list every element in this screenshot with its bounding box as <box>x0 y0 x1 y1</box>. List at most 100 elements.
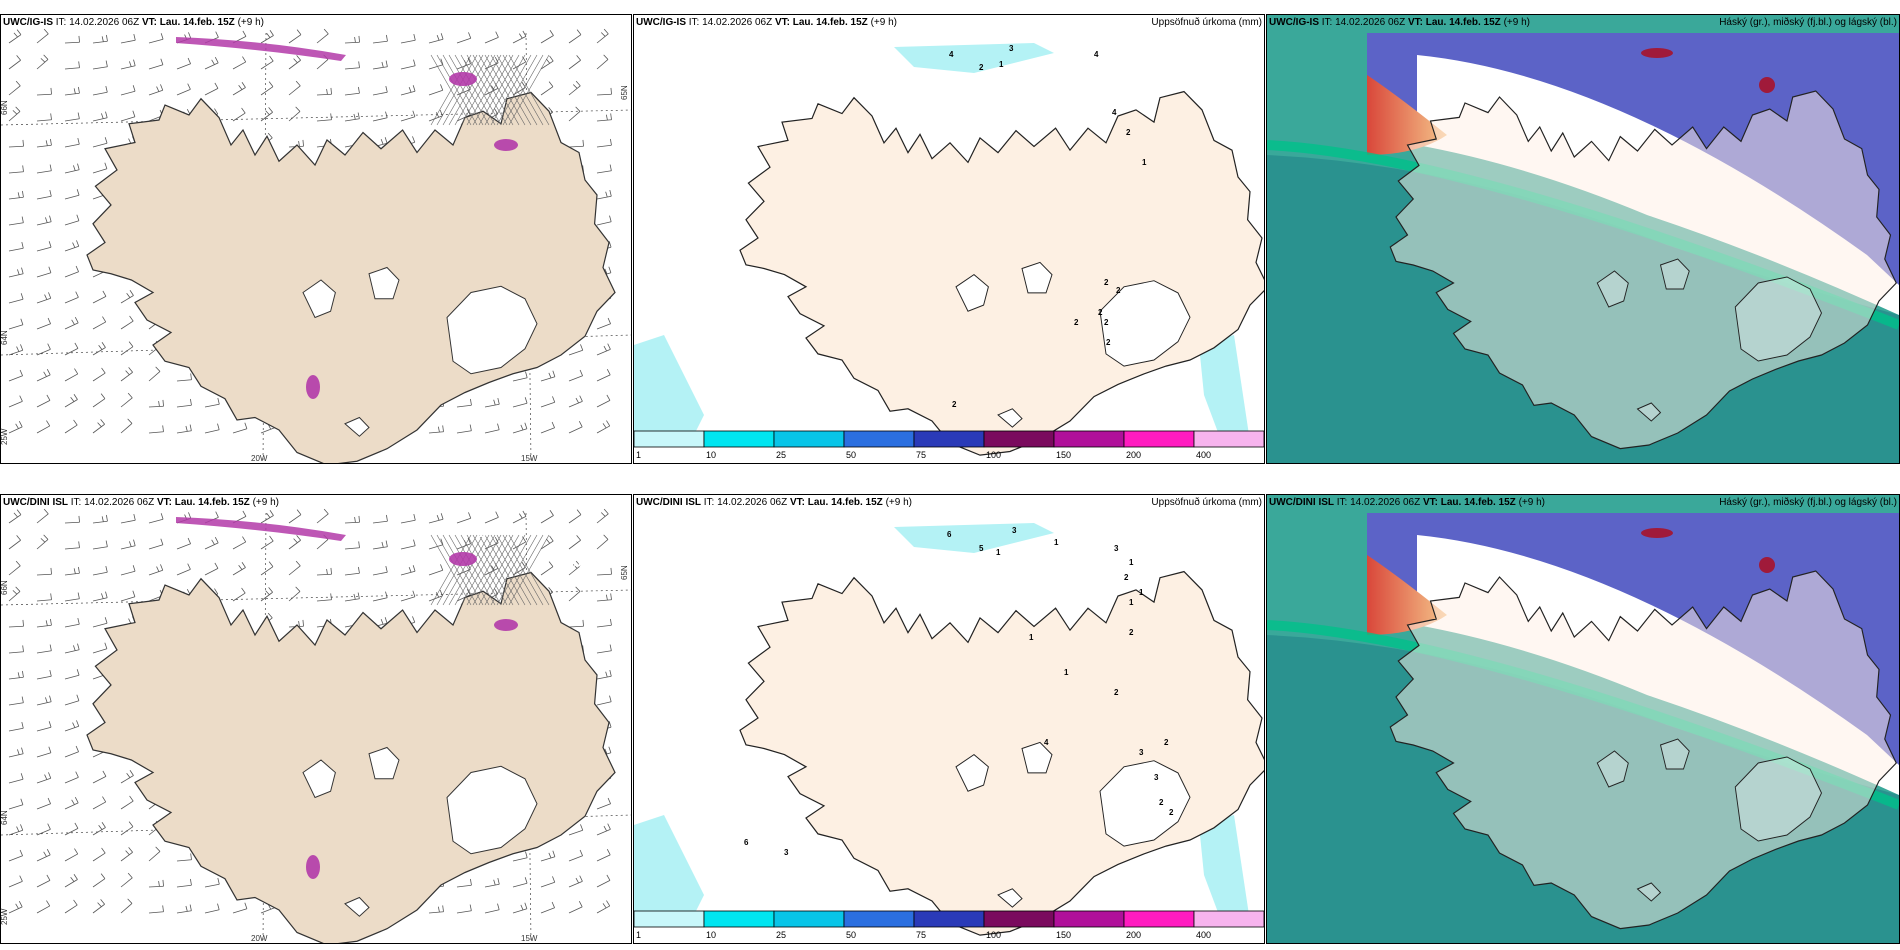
precip-value: 3 <box>1154 773 1159 782</box>
lat-label: 64N <box>1 330 9 345</box>
wind-barb <box>372 514 388 524</box>
wind-barb <box>8 619 24 628</box>
field-title: Uppsöfnuð úrkoma (mm) <box>1151 497 1262 508</box>
wind-barb <box>232 56 247 70</box>
colorbar-swatch <box>1053 910 1125 928</box>
wind-barb <box>8 29 22 44</box>
wind-barb <box>120 539 136 550</box>
wind-barb <box>568 29 582 44</box>
glacier-outline <box>1734 276 1823 362</box>
wind-barb <box>596 797 611 810</box>
valid-time: VT: Lau. 14.feb. 15Z <box>1407 17 1501 28</box>
wind-barb <box>372 85 388 96</box>
init-time: IT: 14.02.2026 06Z <box>55 17 140 28</box>
init-time: IT: 14.02.2026 06Z <box>1321 17 1406 28</box>
wind-barb <box>176 563 191 576</box>
wind-barb <box>36 618 52 628</box>
wind-barb <box>64 720 80 732</box>
wind-barb <box>64 694 80 706</box>
wind-barb <box>64 35 80 44</box>
colorbar-swatch <box>773 430 845 448</box>
field-title: Uppsöfnuð úrkoma (mm) <box>1151 17 1262 28</box>
precip-value: 1 <box>1129 598 1134 607</box>
wind-barb <box>64 86 80 96</box>
wind-barb <box>92 137 108 148</box>
wind-barb <box>596 567 612 576</box>
wind-barb <box>512 510 527 524</box>
wind-barb <box>8 293 24 304</box>
wind-barb <box>120 565 136 576</box>
wind-barb <box>568 421 583 434</box>
wind-barb <box>64 848 79 862</box>
wind-barb <box>120 418 133 434</box>
model-name: UWC/DINI ISL <box>3 497 68 508</box>
colorbar-swatch <box>843 910 915 928</box>
lon-label: 20W <box>251 454 268 463</box>
precip-value: 2 <box>1124 573 1129 582</box>
wind-barb <box>8 318 24 330</box>
wind-barb <box>148 513 164 524</box>
precip-value: 3 <box>784 848 789 857</box>
wind-barb <box>484 511 499 524</box>
hatched-area <box>430 534 550 606</box>
wind-barb <box>8 344 24 356</box>
wind-barb <box>596 534 609 550</box>
glacier-outline <box>1659 738 1690 770</box>
wind-barb <box>92 847 106 862</box>
wind-barb <box>484 423 500 434</box>
colorbar-tick: 100 <box>986 450 1001 460</box>
wind-barb <box>36 164 52 174</box>
colorbar-tick: 1 <box>636 930 641 940</box>
model-name: UWC/IG-IS <box>636 17 686 28</box>
colorbar-tick: 150 <box>1056 930 1071 940</box>
valid-time: VT: Lau. 14.feb. 15Z <box>141 17 235 28</box>
wind-barb <box>64 515 80 524</box>
glacier-outline <box>1099 280 1191 367</box>
wind-barb <box>8 849 23 862</box>
wind-barb <box>92 617 108 628</box>
wind-barb <box>596 593 612 602</box>
glacier-outline <box>302 279 336 319</box>
precip-value: 6 <box>744 838 749 847</box>
wind-barb <box>540 510 554 524</box>
wind-barb <box>540 370 556 382</box>
wind-barb <box>8 560 21 576</box>
wind-barb <box>456 512 472 524</box>
wind-barb <box>36 593 52 602</box>
colorbar-swatch <box>913 910 985 928</box>
wind-barb <box>64 617 80 628</box>
wind-barb <box>64 265 79 278</box>
precip-value: 4 <box>1094 50 1099 59</box>
wind-barb <box>64 566 80 576</box>
wind-barb <box>8 80 21 96</box>
wind-barb <box>260 561 274 576</box>
wind-barb <box>456 424 472 434</box>
wind-barb <box>176 904 192 914</box>
wind-barb <box>428 84 444 96</box>
wind-barb <box>64 643 80 654</box>
precip-value: 2 <box>1104 278 1109 287</box>
glacier-outline <box>1099 760 1191 847</box>
colorbar-tick: 400 <box>1196 450 1211 460</box>
wind-barb <box>512 56 527 70</box>
wind-barb <box>8 190 24 200</box>
lon-label: 15W <box>521 454 538 463</box>
field-title: Háský (gr.), miðský (fj.bl.) og lágský (… <box>1719 17 1897 28</box>
lead-time: (+9 h) <box>252 497 279 508</box>
wind-barb <box>120 513 136 524</box>
wind-barb <box>512 902 528 914</box>
precip-value: 2 <box>1074 318 1079 327</box>
colorbar-swatch <box>983 430 1055 448</box>
wind-barb <box>512 877 528 888</box>
wind-barb <box>232 422 248 434</box>
lead-time: (+9 h) <box>870 17 897 28</box>
colorbar-swatch <box>1123 430 1195 448</box>
wind-barb <box>64 394 78 408</box>
wind-barb <box>92 342 106 356</box>
wind-barb <box>64 771 79 784</box>
iceland-landmass <box>1389 570 1897 930</box>
wind-barb <box>288 80 301 96</box>
wind-barb <box>204 562 219 576</box>
